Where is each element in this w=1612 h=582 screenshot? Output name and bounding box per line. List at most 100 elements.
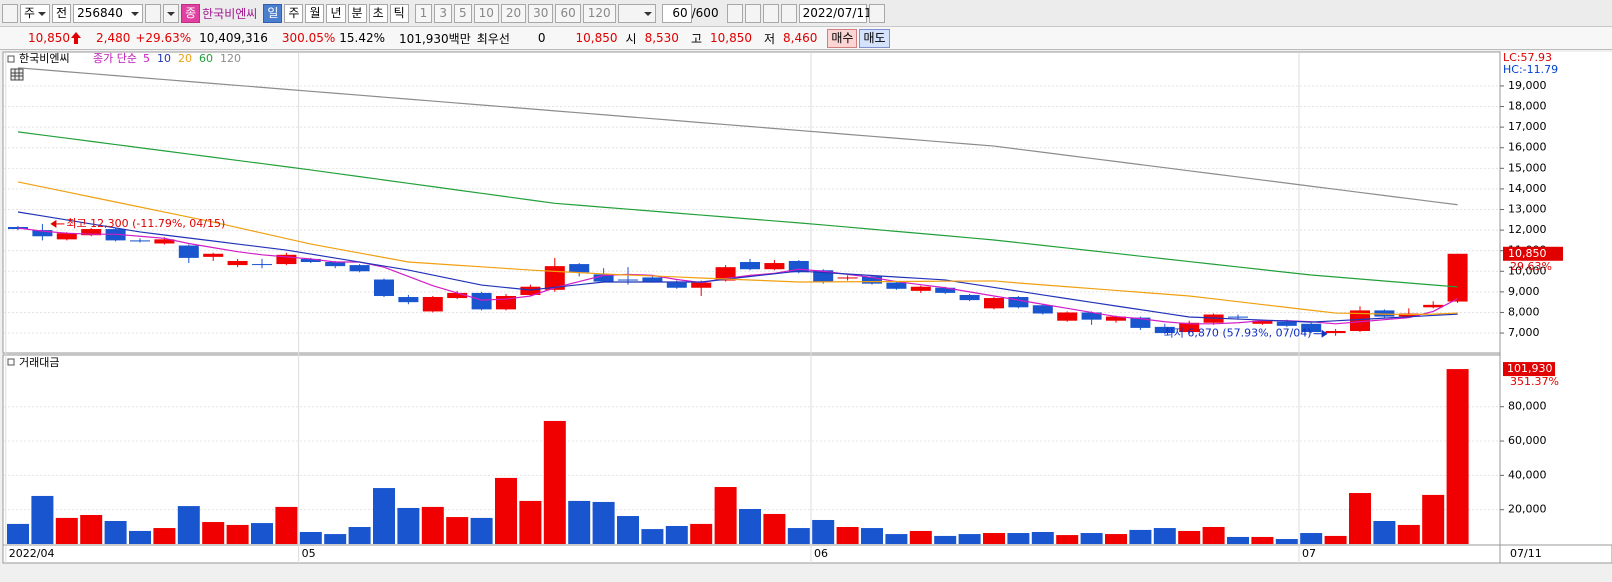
candle-body (178, 245, 199, 258)
candle-body (1374, 310, 1395, 317)
y-tick-label: 16,000 (1508, 141, 1547, 154)
toolbar-button[interactable]: 초 (368, 3, 388, 23)
candle-body (471, 292, 492, 310)
volume-bar (1080, 533, 1103, 544)
volume-bar (129, 530, 151, 544)
volume-bar (80, 514, 103, 544)
stock-name: 한국비엔씨 (202, 6, 258, 21)
volume-bar (104, 521, 127, 544)
volume-bar (1105, 534, 1127, 544)
toolbar-button[interactable]: 60 (555, 3, 581, 23)
candle-body (1154, 326, 1175, 334)
settings-button[interactable] (780, 3, 797, 23)
volume-bar (519, 500, 542, 544)
open-label: 시 (625, 31, 637, 46)
high-label: 고 (690, 31, 702, 46)
volume-bar (324, 534, 347, 544)
tool-button[interactable] (744, 3, 761, 23)
ma-line (17, 131, 1458, 288)
volume-bar (641, 529, 664, 544)
volume-bar (299, 531, 322, 544)
toolbar-button[interactable]: 분 (347, 3, 367, 23)
volume-bar (1031, 531, 1054, 544)
save-button[interactable] (762, 3, 779, 23)
badge: 종 (181, 3, 201, 23)
volume-bar (592, 501, 615, 544)
volume-bar (812, 519, 835, 544)
toolbar-button[interactable]: 5 (453, 3, 472, 23)
candle-body (1057, 312, 1078, 321)
candle-body (1228, 316, 1248, 318)
y-tick-label: 60,000 (1508, 434, 1547, 447)
candle-body (349, 265, 370, 272)
toolbar-button[interactable]: 10 (473, 3, 499, 23)
view-button[interactable]: 전 (52, 3, 72, 23)
low-annotation: 최저 6,870 (57.93%, 07/04) (1164, 327, 1312, 340)
candle-body (788, 260, 809, 273)
sound-button[interactable] (163, 3, 180, 23)
change-rate: +29.63% (135, 31, 192, 45)
toolbar-button[interactable]: 30 (528, 3, 554, 23)
candle-body (32, 230, 53, 237)
change: 2,480 (96, 31, 131, 45)
candle-body (1008, 297, 1029, 308)
volume-bar (1300, 533, 1323, 544)
candle-body (886, 282, 907, 289)
candle-body (1301, 323, 1322, 333)
y-tick-label: 14,000 (1508, 182, 1547, 195)
volume-bar (1349, 493, 1371, 544)
volume-bar (446, 517, 469, 544)
market-select[interactable]: 주 (20, 3, 51, 23)
volume-ratio: 300.05% (281, 31, 336, 45)
toolbar-button[interactable]: 월 (305, 3, 325, 23)
candle-body (618, 279, 638, 281)
toolbar-button[interactable]: 120 (582, 3, 616, 23)
candle-body (569, 264, 590, 273)
toolbar-button[interactable]: 3 (434, 3, 452, 23)
volume-bar (787, 528, 810, 544)
amount: 101,930백만 (399, 31, 471, 46)
sell-button[interactable]: 매도 (859, 28, 890, 48)
volume-title: 거래대금 (19, 356, 59, 369)
price-panel (2, 51, 1501, 354)
volume-bar (1446, 369, 1469, 544)
calendar-button[interactable] (868, 3, 885, 23)
code-input[interactable]: 256840 (73, 3, 144, 23)
volume-bar (568, 500, 591, 544)
candle-body (1423, 304, 1444, 308)
volume-bar (1178, 530, 1201, 544)
buy-button[interactable]: 매수 (827, 28, 858, 48)
toolbar-button[interactable]: 1 (414, 3, 433, 23)
search-button[interactable] (145, 3, 162, 23)
tool-button[interactable] (726, 3, 743, 23)
volume-bar (836, 527, 859, 544)
volume-bar (1422, 494, 1445, 544)
turnover: 15.42% (339, 31, 386, 45)
toolbar-button[interactable]: 틱 (389, 3, 409, 23)
volume-bar (617, 516, 639, 544)
candle-body (252, 264, 272, 266)
volume-bar (958, 534, 981, 544)
volume-bar (1397, 524, 1420, 544)
candle-body (447, 292, 468, 299)
ma-line (17, 67, 1458, 206)
volume-bar (348, 527, 371, 544)
unit-select[interactable] (617, 3, 656, 23)
toolbar-button[interactable]: 주 (284, 3, 304, 23)
toolbar-button[interactable]: 20 (500, 3, 527, 23)
volume-bar (861, 528, 883, 544)
date-input[interactable]: 2022/07/11 (798, 3, 872, 23)
count-max: /600 (691, 6, 719, 20)
volume-bar (275, 506, 298, 544)
toolbar-button[interactable]: 일 (263, 3, 283, 23)
menu-button[interactable] (2, 3, 18, 23)
count-input[interactable]: 60 (661, 3, 692, 23)
open: 8,530 (644, 31, 679, 45)
ma-line (17, 211, 1458, 323)
annotation-arrow (50, 219, 57, 228)
best-price: 10,850 (575, 31, 618, 45)
ma-line (17, 227, 1458, 325)
candle-body (1032, 305, 1053, 314)
toolbar-button[interactable]: 년 (326, 3, 346, 23)
